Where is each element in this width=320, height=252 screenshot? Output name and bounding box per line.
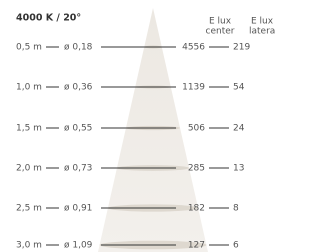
center-lux: 1139 — [182, 83, 205, 93]
column-header: E lux — [209, 17, 232, 27]
column-header: E lux — [251, 17, 274, 27]
column-header: lateral — [249, 27, 276, 37]
lateral-lux: 6 — [233, 241, 239, 251]
column-header: center — [206, 27, 235, 37]
lateral-lux: 24 — [233, 124, 245, 134]
diameter: ø 0,55 — [64, 124, 92, 134]
title: 4000 K / 20° — [16, 13, 81, 24]
lateral-lux: 219 — [233, 43, 250, 53]
diameter: ø 0,36 — [64, 83, 93, 93]
center-lux: 285 — [188, 164, 205, 174]
distance: 3,0 m — [16, 241, 42, 251]
distance: 1,0 m — [16, 83, 42, 93]
center-lux: 182 — [188, 204, 205, 214]
diameter: ø 0,18 — [64, 43, 93, 53]
diameter: ø 0,73 — [64, 164, 92, 174]
distance: 0,5 m — [16, 43, 42, 53]
distance: 2,0 m — [16, 164, 42, 174]
center-lux: 506 — [188, 124, 205, 134]
distance: 2,5 m — [16, 204, 42, 214]
diagram: 4000 K / 20° E lux center E lux lateral … — [0, 0, 276, 252]
lateral-lux: 54 — [233, 83, 245, 93]
page: {"header": {"title": "4000 K / 20°", "co… — [0, 0, 276, 252]
distance: 1,5 m — [16, 124, 42, 134]
center-lux: 4556 — [182, 43, 205, 53]
diameter: ø 0,91 — [64, 204, 92, 214]
lateral-lux: 13 — [233, 164, 244, 174]
lateral-lux: 8 — [233, 204, 239, 214]
diameter: ø 1,09 — [64, 241, 93, 251]
center-lux: 127 — [188, 241, 205, 251]
